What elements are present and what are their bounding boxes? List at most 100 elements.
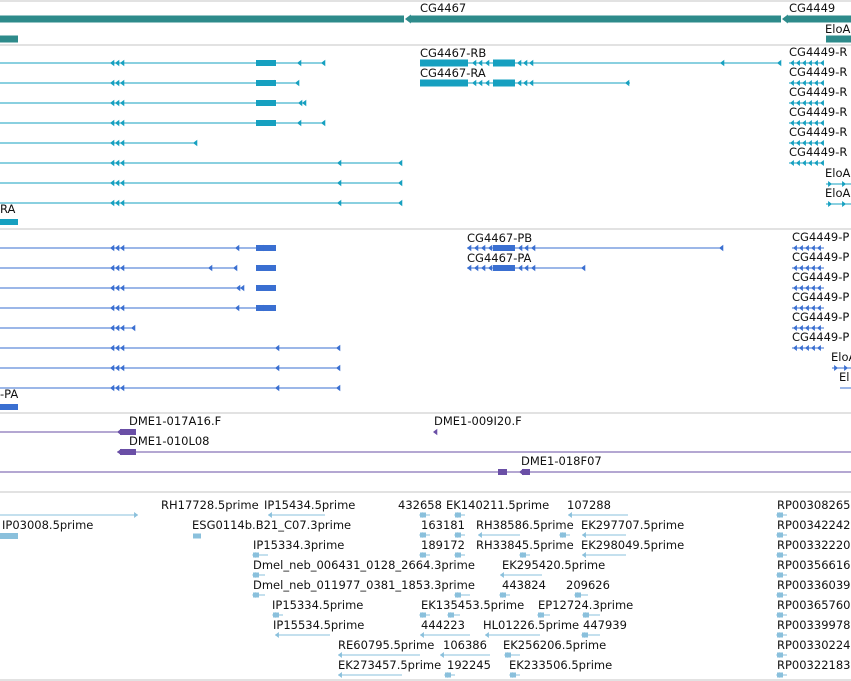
strand-arrow [834,365,838,371]
est-block [253,592,259,598]
strand-arrow [115,364,120,372]
transcript-label: EloA [831,350,851,364]
strand-arrow [454,552,458,558]
strand-arrow [252,552,256,558]
est-label: EK273457.5prime [338,658,441,672]
transcript-label: -PA [0,387,18,401]
est-label: RH17728.5prime [161,498,259,512]
est-block [538,612,544,618]
est-block [777,672,783,678]
strand-arrow [120,79,125,87]
strand-arrow [814,60,818,66]
exon-block [0,219,18,225]
strand-arrow [796,100,800,106]
strand-arrow [799,265,803,271]
strand-arrow [268,512,272,518]
strand-arrow [110,59,115,67]
est-label: EK297707.5prime [581,518,684,532]
strand-arrow [115,284,120,292]
exon-block [256,120,276,126]
est-label: Dmel_neb_006431_0128_2664.3prime [253,558,475,572]
strand-arrow [805,305,809,311]
transcript-label: CG4467-RB [420,46,486,60]
strand-arrow [537,612,541,618]
exon-block [0,404,18,410]
strand-arrow [504,652,508,658]
strand-arrow [582,552,586,558]
strand-arrow [120,284,125,292]
est-block [575,592,581,598]
strand-arrow [117,448,122,456]
est-label: 107288 [567,498,611,512]
exon-block [256,265,276,271]
strand-arrow [297,119,302,127]
strand-arrow [820,80,824,86]
strand-arrow [240,284,245,292]
strand-arrow [805,285,809,291]
exon-block [256,285,276,291]
strand-arrow [419,612,423,618]
strand-arrow [799,345,803,351]
exon-block [256,305,276,311]
strand-arrow [115,304,120,312]
strand-arrow [790,80,794,86]
strand-arrow [474,244,479,252]
est-label: IP15334.3prime [253,538,344,552]
strand-arrow [581,632,585,638]
strand-arrow [472,59,477,67]
est-block [455,552,461,558]
strand-arrow [820,100,824,106]
strand-arrow [433,428,438,436]
strand-arrow [485,632,489,638]
strand-arrow [297,59,302,67]
est-label: EP12724.3prime [538,598,633,612]
strand-arrow [808,140,812,146]
strand-arrow [110,199,115,207]
strand-arrow [115,139,120,147]
strand-arrow [120,324,125,332]
strand-arrow [581,264,586,272]
strand-arrow [805,345,809,351]
gene-track: CG4467 CG4449 EloA [0,1,851,43]
strand-arrow [820,120,824,126]
strand-arrow [110,264,115,272]
strand-arrow [110,79,115,87]
strand-arrow [820,60,824,66]
strand-arrow [440,652,444,658]
strand-arrow [817,325,821,331]
est-block [777,632,783,638]
strand-arrow [499,592,503,598]
strand-arrow [790,160,794,166]
strand-arrow [782,14,788,24]
est-label: RH38586.5prime [476,518,574,532]
strand-arrow [793,245,797,251]
est-block [193,533,201,539]
strand-arrow [517,79,522,87]
est-block [777,572,783,578]
est-block [455,512,461,518]
strand-arrow [776,552,780,558]
strand-arrow [110,364,115,372]
strand-arrow [120,159,125,167]
strand-arrow [799,285,803,291]
strand-arrow [337,159,342,167]
strand-arrow [802,80,806,86]
strand-arrow [802,120,806,126]
strand-arrow [117,428,122,436]
transcript-label: CG4449-R [789,45,847,59]
strand-arrow [519,552,523,558]
strand-arrow [419,512,423,518]
strand-arrow [814,140,818,146]
strand-arrow [776,652,780,658]
strand-arrow [814,100,818,106]
strand-arrow [485,59,490,67]
exon-block [420,79,468,87]
strand-arrow [110,139,115,147]
strand-arrow [115,384,120,392]
strand-arrow [120,199,125,207]
est-label: Dmel_neb_011977_0381_1853.3prime [253,578,475,592]
strand-arrow [719,244,724,252]
strand-arrow [524,244,529,252]
